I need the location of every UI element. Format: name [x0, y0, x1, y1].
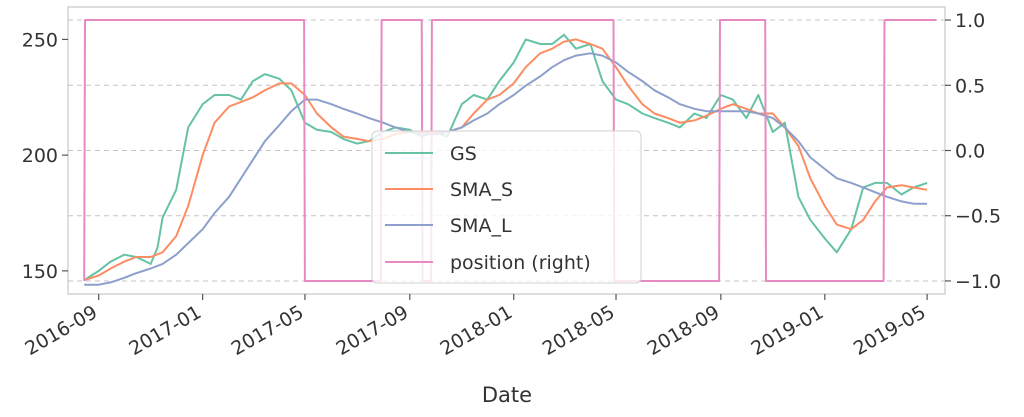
series-sma-l-line [84, 52, 928, 286]
y-right-tick-label: 0.5 [955, 75, 985, 97]
x-tick-label: 2018-01 [436, 301, 516, 360]
x-tick-label: 2018-09 [644, 301, 724, 360]
x-tick-label: 2019-05 [850, 301, 930, 360]
plot-series [83, 19, 937, 286]
y-right-tick-label: 0.0 [955, 141, 985, 163]
series-gs-line [83, 33, 928, 281]
legend-label: GS [450, 143, 477, 165]
legend-label: SMA_S [450, 179, 513, 201]
y-left-tick-label: 150 [22, 261, 58, 283]
y-right-tick-label: −1.0 [955, 271, 1001, 293]
x-axis-label: Date [482, 383, 532, 407]
x-axis: 2016-09 2017-01 2017-05 2017-09 2018-01 2018-… [21, 294, 930, 360]
y-right-tick-label: −0.5 [955, 206, 1001, 228]
legend-label: SMA_L [450, 215, 512, 237]
legend-box [371, 130, 642, 284]
x-tick-label: 2017-05 [228, 301, 308, 360]
y-left-tick-label: 250 [22, 29, 58, 51]
x-tick-label: 2017-01 [125, 301, 205, 360]
legend: GS SMA_S SMA_L position (right) [371, 130, 642, 284]
y-axis-left: 150 200 250 [22, 29, 68, 283]
x-tick-label: 2017-09 [333, 301, 413, 360]
x-tick-label: 2019-01 [748, 301, 828, 360]
x-tick-label: 2018-05 [539, 301, 619, 360]
legend-label: position (right) [450, 252, 591, 274]
series-position-right-line [83, 19, 937, 282]
x-tick-label: 2016-09 [21, 301, 101, 360]
y-axis-right: 1.0 0.5 0.0 −0.5 −1.0 [945, 10, 1001, 293]
y-right-tick-label: 1.0 [955, 10, 985, 32]
y-left-tick-label: 200 [22, 145, 58, 167]
